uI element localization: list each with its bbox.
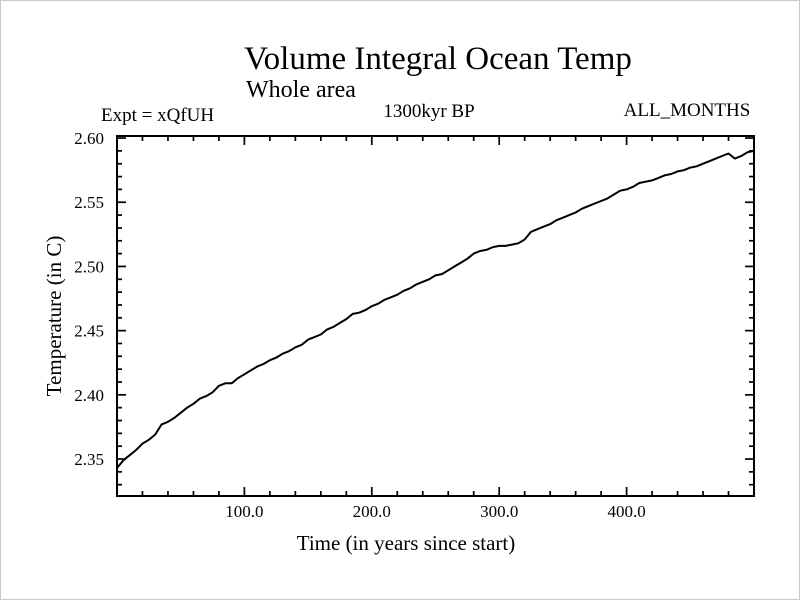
chart-subtitle: Whole area [246,77,356,103]
x-tick-label: 300.0 [480,502,518,521]
x-axis-title: Time (in years since start) [297,531,516,555]
y-tick-label: 2.50 [74,257,104,276]
y-tick-label: 2.60 [74,129,104,148]
period-label: 1300kyr BP [383,101,475,122]
x-tick-label: 400.0 [607,502,645,521]
y-tick-label: 2.40 [74,386,104,405]
experiment-label: Expt = xQfUH [101,105,215,126]
axis-ticks [117,136,754,496]
y-axis-title: Temperature (in C) [42,236,66,397]
temperature-curve [116,149,755,469]
y-tick-label: 2.55 [74,193,104,212]
chart-title: Volume Integral Ocean Temp [244,41,632,77]
y-tick-label: 2.35 [74,450,104,469]
months-label: ALL_MONTHS [623,100,751,121]
x-tick-label: 100.0 [225,502,263,521]
y-tick-label: 2.45 [74,322,104,341]
axes-box [116,135,755,497]
x-tick-label: 200.0 [353,502,391,521]
axis-tick-labels: 100.0 200.0 300.0 400.0 2.35 2.40 2.45 2.50 2.55… [74,129,645,521]
